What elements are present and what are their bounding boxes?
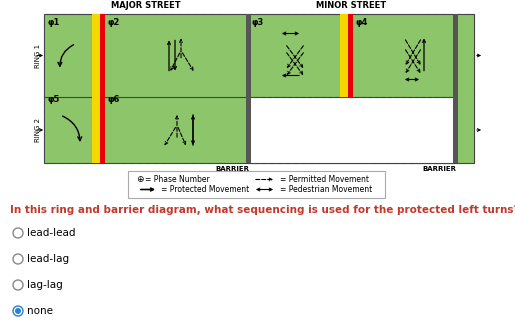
Text: φ3: φ3 <box>252 18 264 27</box>
Circle shape <box>13 306 23 316</box>
Bar <box>340 14 348 97</box>
Text: lead-lag: lead-lag <box>27 254 69 264</box>
Text: BARRIER: BARRIER <box>215 166 249 172</box>
Text: φ2: φ2 <box>107 18 119 27</box>
Text: = Protected Movement: = Protected Movement <box>161 185 249 194</box>
Text: lag-lag: lag-lag <box>27 280 63 290</box>
Bar <box>44 14 474 163</box>
Bar <box>248 97 455 163</box>
Text: In this ring and barrier diagram, what sequencing is used for the protected left: In this ring and barrier diagram, what s… <box>10 205 515 215</box>
Bar <box>92 14 100 163</box>
Text: = Permitted Movement: = Permitted Movement <box>280 175 369 184</box>
Circle shape <box>15 308 21 314</box>
Text: BARRIER: BARRIER <box>422 166 456 172</box>
Bar <box>246 14 251 163</box>
Text: MINOR STREET: MINOR STREET <box>316 1 387 10</box>
Circle shape <box>13 280 23 290</box>
Text: φ1: φ1 <box>48 18 60 27</box>
Text: RING 2: RING 2 <box>35 118 41 142</box>
Text: = Phase Number: = Phase Number <box>145 175 210 184</box>
Text: = Pedestrian Movement: = Pedestrian Movement <box>280 185 372 194</box>
Text: RING 1: RING 1 <box>35 43 41 68</box>
Circle shape <box>13 228 23 238</box>
Circle shape <box>13 254 23 264</box>
Text: φ6: φ6 <box>107 95 119 104</box>
FancyBboxPatch shape <box>128 171 385 198</box>
Bar <box>100 14 105 163</box>
Text: lead-lead: lead-lead <box>27 228 76 238</box>
Text: φ4: φ4 <box>355 18 367 27</box>
Bar <box>453 14 458 163</box>
Text: MAJOR STREET: MAJOR STREET <box>111 1 181 10</box>
Bar <box>348 14 353 97</box>
Text: ⊕: ⊕ <box>136 175 144 184</box>
Text: none: none <box>27 306 53 316</box>
Text: φ5: φ5 <box>48 95 60 104</box>
